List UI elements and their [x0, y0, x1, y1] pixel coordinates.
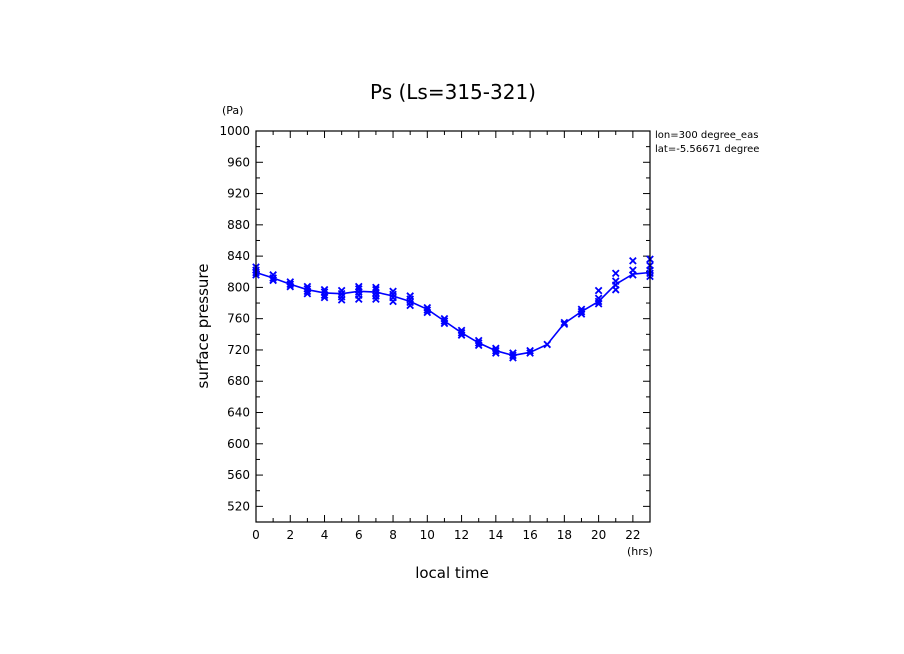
x-tick-label: 8 — [389, 528, 397, 542]
y-unit-label: (Pa) — [222, 104, 243, 117]
data-marker — [440, 319, 449, 328]
data-marker — [629, 271, 637, 279]
data-marker — [457, 328, 466, 337]
plot-frame — [255, 130, 651, 523]
data-marker — [354, 295, 363, 303]
y-tick-label: 920 — [227, 187, 250, 201]
data-marker — [440, 317, 449, 325]
data-marker — [269, 276, 277, 285]
data-marker — [560, 318, 569, 327]
data-marker — [286, 282, 295, 291]
data-marker — [509, 351, 517, 360]
data-marker — [474, 339, 483, 347]
x-tick-label: 16 — [522, 528, 537, 542]
annotation-lon: lon=300 degree_eas — [655, 130, 758, 141]
x-tick-label: 6 — [355, 528, 363, 542]
chart-title: Ps (Ls=315-321) — [370, 80, 536, 104]
data-marker — [389, 297, 397, 306]
x-tick-label: 4 — [321, 528, 329, 542]
data-marker — [577, 310, 586, 318]
data-marker — [320, 293, 329, 302]
y-tick-label: 600 — [227, 437, 250, 451]
x-axis-title: local time — [415, 564, 489, 582]
data-marker — [594, 286, 603, 295]
data-marker — [286, 280, 295, 289]
x-tick-label: 22 — [625, 528, 640, 542]
data-marker — [337, 296, 346, 304]
data-marker — [594, 299, 603, 308]
data-marker — [423, 308, 432, 317]
data-marker — [560, 320, 569, 328]
data-marker — [269, 274, 277, 282]
data-marker — [423, 306, 432, 314]
data-marker — [491, 346, 500, 355]
data-marker — [611, 285, 620, 294]
data-marker — [303, 287, 312, 296]
data-marker — [577, 307, 586, 316]
y-tick-label: 800 — [227, 280, 250, 294]
data-marker — [474, 341, 483, 350]
x-unit-label: (hrs) — [627, 545, 653, 558]
y-tick-label: 680 — [227, 374, 250, 388]
data-marker — [629, 256, 637, 265]
y-tick-label: 520 — [227, 499, 250, 513]
data-marker — [303, 289, 312, 298]
y-tick-label: 640 — [227, 406, 250, 420]
data-marker — [509, 353, 517, 362]
x-tick-label: 18 — [557, 528, 572, 542]
x-tick-label: 0 — [252, 528, 260, 542]
y-tick-label: 840 — [227, 249, 250, 263]
data-marker — [406, 301, 415, 310]
x-tick-label: 20 — [591, 528, 606, 542]
series-line — [255, 271, 651, 357]
data-marker — [611, 269, 620, 278]
x-tick-label: 10 — [420, 528, 435, 542]
data-marker — [543, 340, 552, 349]
y-tick-label: 560 — [227, 468, 250, 482]
data-marker — [457, 331, 466, 339]
y-tick-label: 1000 — [219, 124, 250, 138]
data-marker — [320, 291, 329, 300]
y-axis-title: surface pressure — [194, 264, 212, 389]
y-tick-label: 960 — [227, 155, 250, 169]
data-marker — [491, 349, 500, 357]
x-tick-label: 14 — [488, 528, 503, 542]
data-marker — [372, 295, 380, 303]
data-marker — [526, 346, 534, 355]
x-tick-label: 2 — [286, 528, 294, 542]
y-tick-label: 760 — [227, 312, 250, 326]
y-tick-label: 720 — [227, 343, 250, 357]
data-marker — [594, 297, 603, 306]
x-tick-label: 12 — [454, 528, 469, 542]
y-tick-label: 880 — [227, 218, 250, 232]
annotation-lat: lat=-5.56671 degree — [655, 144, 759, 155]
data-marker — [526, 349, 534, 357]
